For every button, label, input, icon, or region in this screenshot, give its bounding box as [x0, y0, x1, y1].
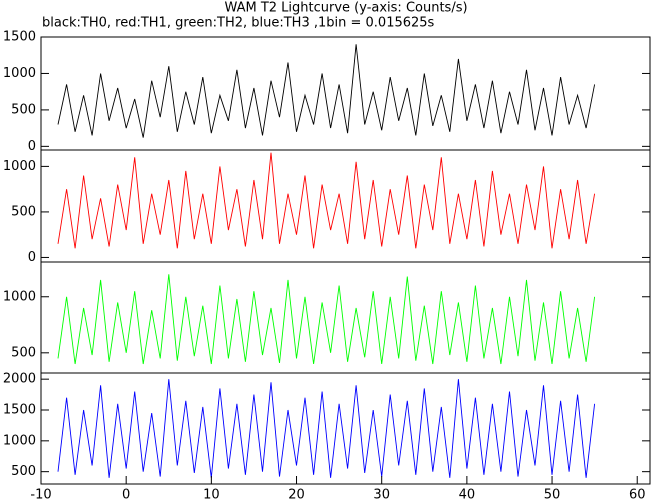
y-tick-label: 1000 [3, 159, 36, 174]
panel-frame [40, 372, 651, 485]
x-tick-label: -10 [30, 488, 51, 503]
x-tick-label: 30 [373, 488, 390, 503]
y-tick-label: 2000 [3, 372, 36, 387]
panel-frame [40, 261, 651, 374]
x-tick-label: 40 [459, 488, 476, 503]
y-tick-label: 500 [11, 345, 36, 360]
x-tick-label: 50 [544, 488, 561, 503]
y-tick-label: 500 [11, 464, 36, 479]
chart-subtitle: black:TH0, red:TH1, green:TH2, blue:TH3 … [42, 16, 435, 31]
y-tick-label: 500 [11, 204, 36, 219]
panel-frame [40, 36, 651, 151]
y-tick-label: 1000 [3, 433, 36, 448]
y-tick-label: 1000 [3, 66, 36, 81]
panel-frame [40, 149, 651, 263]
lightcurve [57, 379, 596, 478]
y-tick-label: 0 [28, 139, 36, 154]
lightcurve [57, 152, 596, 249]
x-tick-label: 60 [629, 488, 646, 503]
y-tick-label: 1000 [3, 289, 36, 304]
y-tick-label: 1500 [3, 30, 36, 45]
y-tick-label: 1500 [3, 403, 36, 418]
x-tick-label: 0 [122, 488, 130, 503]
chart-title: WAM T2 Lightcurve (y-axis: Counts/s) [224, 1, 467, 16]
x-tick-label: 10 [203, 488, 220, 503]
y-tick-label: 0 [28, 250, 36, 265]
lightcurve [57, 274, 596, 365]
y-tick-label: 500 [11, 102, 36, 117]
x-tick-label: 20 [288, 488, 305, 503]
lightcurve [57, 44, 596, 138]
